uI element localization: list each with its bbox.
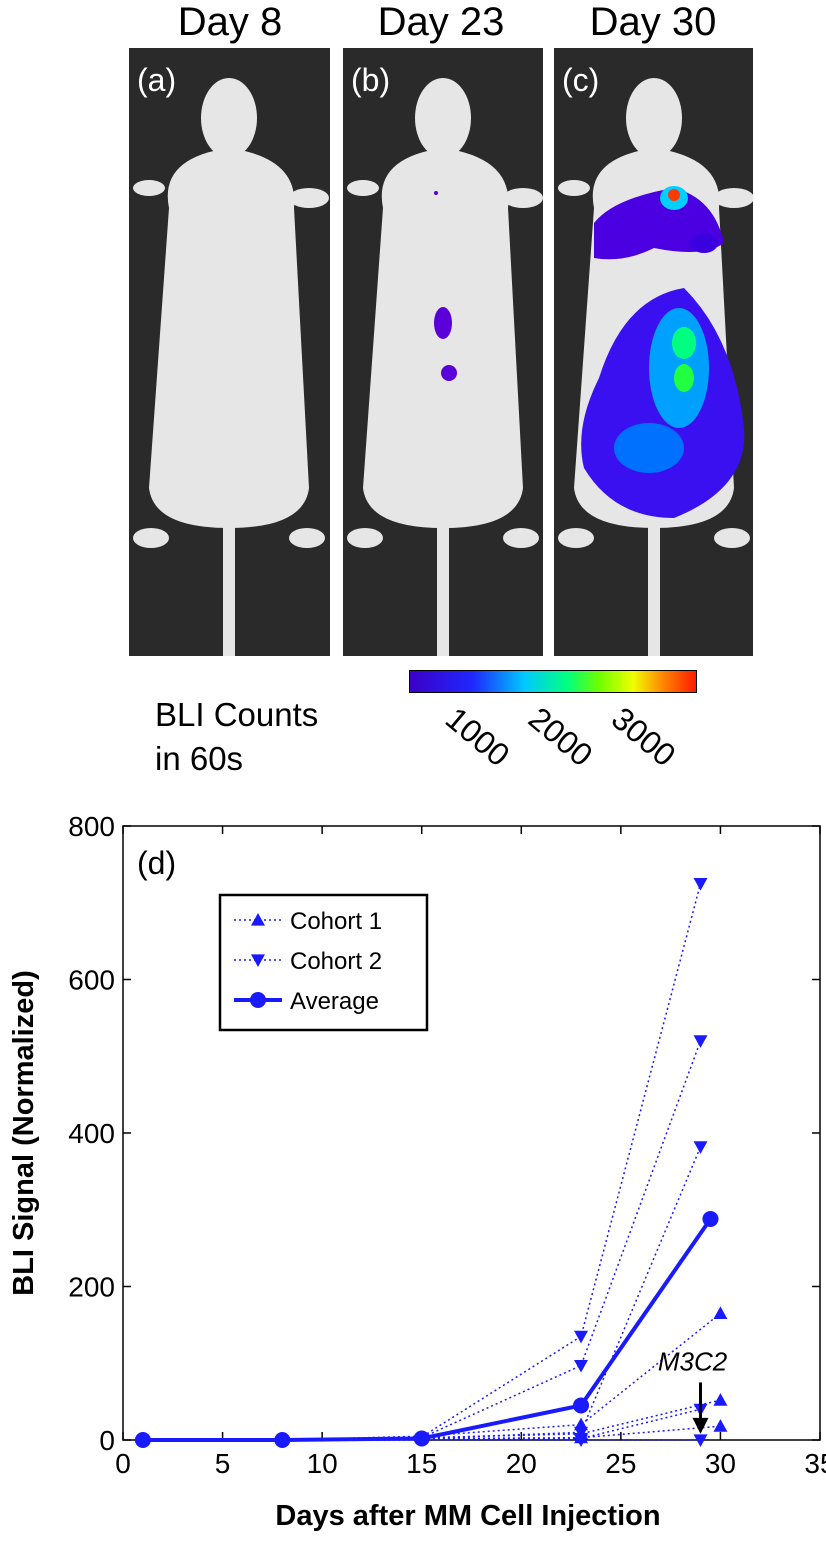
panel-title-c: Day 30: [589, 0, 717, 44]
legend: Cohort 1 Cohort 2 Average: [218, 893, 429, 1032]
data-point: [413, 1430, 430, 1447]
legend-label: Cohort 2: [290, 948, 382, 975]
legend-entry: Average: [234, 988, 379, 1015]
data-point: [713, 1306, 728, 1319]
series-cohort-1: [142, 1306, 728, 1444]
data-point: [693, 877, 708, 891]
y-tick-label: 0: [99, 1425, 115, 1456]
x-tick-label: 30: [705, 1448, 736, 1479]
series-cohort-2: [142, 877, 708, 1447]
series-layer: [134, 877, 728, 1448]
series-average: [134, 1210, 719, 1448]
y-axis-label: BLI Signal (Normalized): [8, 970, 40, 1295]
panel-title-a: Day 8: [177, 0, 283, 44]
bli-signal-regions: [581, 186, 745, 518]
data-point: [713, 1393, 728, 1406]
x-tick-label: 25: [605, 1448, 636, 1479]
data-point: [134, 1432, 151, 1448]
legend-label: Cohort 1: [290, 908, 382, 935]
annotation-m3c2: M3C2: [658, 1346, 728, 1434]
data-point: [693, 1035, 708, 1048]
annotation-arrowhead: [692, 1417, 709, 1434]
series-line: [142, 1040, 702, 1441]
colorbar-label: BLI Counts in 60s: [155, 693, 318, 781]
legend-label: Average: [290, 988, 379, 1015]
mouse-image-day30: (c): [554, 48, 753, 656]
panel-letter-b: (b): [351, 62, 391, 98]
legend-marker: [251, 913, 265, 926]
annotation-text: M3C2: [658, 1346, 728, 1376]
mouse-silhouette: [133, 78, 329, 656]
data-point: [574, 1359, 589, 1373]
series-line: [142, 1217, 713, 1442]
panel-letter-a: (a): [137, 62, 177, 98]
x-tick-label: 0: [115, 1448, 131, 1479]
y-tick-label: 600: [68, 965, 115, 996]
data-point: [574, 1434, 589, 1447]
x-tick-label: 20: [506, 1448, 537, 1479]
panel-letter-c: (c): [562, 62, 600, 98]
y-axis-ticks: 0 200 400 600 800: [68, 811, 820, 1456]
mouse-image-day8: (a): [129, 48, 330, 656]
data-point: [693, 1141, 708, 1154]
data-point: [573, 1397, 590, 1414]
y-tick-label: 400: [68, 1118, 115, 1149]
series-line: [142, 1399, 721, 1441]
y-tick-label: 200: [68, 1272, 115, 1303]
panel-letter-d: (d): [137, 845, 176, 881]
x-tick-label: 35: [804, 1448, 826, 1479]
legend-box: [218, 893, 429, 1032]
legend-entry: Cohort 2: [234, 948, 382, 975]
data-point: [693, 1434, 708, 1447]
x-axis-label: Days after MM Cell Injection: [275, 1500, 660, 1532]
colorbar-label-line1: BLI Counts: [155, 696, 319, 733]
data-point: [274, 1432, 291, 1448]
colorbar-label-line2: in 60s: [155, 740, 244, 777]
y-tick-label: 800: [68, 811, 115, 842]
data-point: [574, 1330, 589, 1344]
colorbar-tick-1000: 1000: [438, 700, 517, 774]
bli-signal-chart: 0 5 10 15 20 25 30 35 0 200 400 600 800 (d) Days af…: [8, 811, 826, 1532]
bli-signal-spots: [434, 191, 457, 381]
x-tick-label: 15: [406, 1448, 437, 1479]
series-line: [142, 1146, 702, 1441]
colorbar-tick-2000: 2000: [521, 700, 600, 774]
mouse-image-day23: (b): [343, 48, 543, 656]
x-axis-ticks: 0 5 10 15 20 25 30 35: [115, 826, 826, 1479]
data-point: [702, 1210, 719, 1227]
x-tick-label: 5: [215, 1448, 231, 1479]
colorbar: [409, 670, 697, 693]
legend-marker: [250, 992, 266, 1008]
data-point: [713, 1419, 728, 1432]
colorbar-tick-3000: 3000: [604, 700, 683, 774]
legend-marker: [251, 954, 265, 967]
x-tick-label: 10: [307, 1448, 338, 1479]
legend-entry: Cohort 1: [234, 908, 382, 935]
panel-title-b: Day 23: [377, 0, 505, 44]
